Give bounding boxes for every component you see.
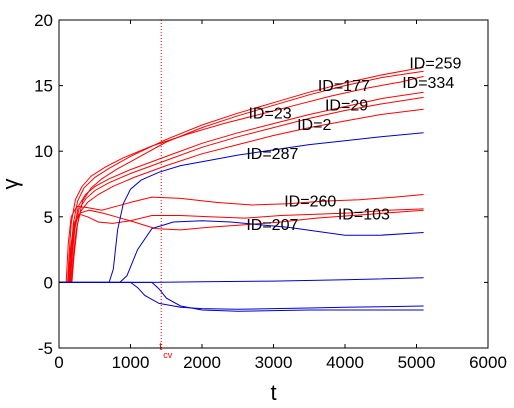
annotation-2: ID=334 xyxy=(402,75,454,92)
x-tick-label-1: 1000 xyxy=(112,353,150,372)
annotation-9: ID=207 xyxy=(246,217,298,234)
annotation-3: ID=177 xyxy=(318,78,370,95)
series-line-8 xyxy=(59,208,424,283)
y-tick-label-3: 10 xyxy=(34,142,53,161)
y-tick-label-4: 15 xyxy=(34,77,53,96)
annotation-1: ID=259 xyxy=(409,56,461,73)
x-tick-label-0: 0 xyxy=(54,353,63,372)
tcv-marker: tcv xyxy=(159,20,173,360)
x-tick-label-6: 6000 xyxy=(469,353,507,372)
tcv-subscript: cv xyxy=(163,350,173,360)
y-tick-label-0: -5 xyxy=(38,339,53,358)
x-tick-label-2: 2000 xyxy=(183,353,221,372)
series-line-6 xyxy=(59,108,424,283)
series-line-11 xyxy=(59,220,424,283)
series-line-13 xyxy=(59,281,424,310)
series-line-10 xyxy=(59,132,424,283)
series-line-3 xyxy=(59,75,424,283)
y-tick-label-5: 20 xyxy=(34,11,53,30)
y-tick-label-2: 5 xyxy=(44,208,53,227)
annotation-8: ID=260 xyxy=(284,193,336,210)
series-line-5 xyxy=(59,96,424,283)
series-line-7 xyxy=(59,194,424,283)
series-line-9 xyxy=(59,209,424,283)
series-line-4 xyxy=(59,91,424,283)
series-line-2 xyxy=(59,70,424,283)
annotation-5: ID=23 xyxy=(248,105,291,122)
y-tick-label-1: 0 xyxy=(44,273,53,292)
x-tick-label-3: 3000 xyxy=(255,353,293,372)
x-axis-label: t xyxy=(270,380,276,405)
series-line-1 xyxy=(59,66,424,283)
annotation-4: ID=29 xyxy=(325,98,368,115)
series-lines xyxy=(59,66,424,312)
tcv-label: t xyxy=(159,341,162,353)
x-tick-label-4: 4000 xyxy=(326,353,364,372)
y-axis-label: γ xyxy=(0,179,23,190)
annotation-6: ID=2 xyxy=(297,117,331,134)
series-line-12 xyxy=(59,277,424,283)
series-line-14 xyxy=(59,281,424,312)
x-tick-label-5: 5000 xyxy=(398,353,436,372)
annotation-7: ID=287 xyxy=(246,146,298,163)
annotations: ID=259 ID=334 ID=177 ID=29 ID=23 ID=2 ID=287 ID… xyxy=(246,56,461,234)
annotation-10: ID=103 xyxy=(338,206,390,223)
